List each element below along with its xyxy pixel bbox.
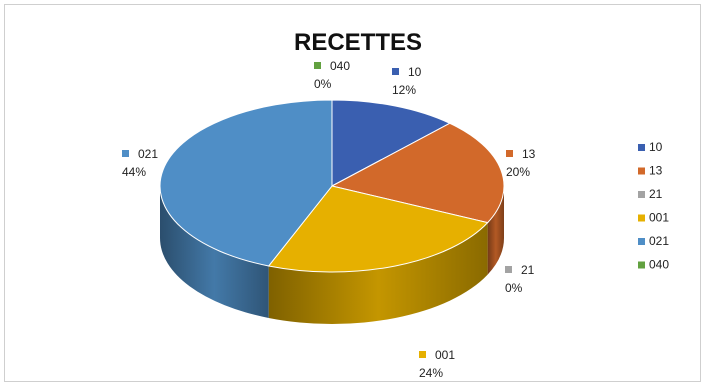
legend-swatch-040 [638,261,645,269]
pie-sides [160,186,504,325]
legend-item-13: 13 [638,164,663,178]
legend-item-021: 021 [638,234,669,248]
legend-swatch-21 [638,191,645,198]
data-label-marker-001 [419,351,426,358]
legend-swatch-021 [638,238,645,245]
data-label-category-040: 040 [330,59,350,73]
data-label-percent-10: 12% [392,83,416,97]
legend-item-21: 21 [638,187,663,201]
legend-label-10: 10 [649,140,663,154]
data-label-category-13: 13 [522,147,536,161]
data-label-percent-001: 24% [419,366,443,380]
data-label-marker-040 [314,62,321,69]
legend-swatch-10 [638,144,645,151]
legend: 10 13 21 001 021 040 [638,140,669,272]
data-label-percent-21: 0% [505,281,523,295]
legend-label-040: 040 [649,258,669,272]
legend-item-10: 10 [638,140,663,154]
data-label-21: 210% [505,263,535,295]
legend-label-21: 21 [649,187,663,201]
legend-swatch-001 [638,214,645,222]
pie-slice-10 [331,99,451,187]
legend-label-13: 13 [649,164,663,178]
data-label-marker-021 [122,150,129,157]
data-label-category-001: 001 [435,348,455,362]
data-label-marker-13 [506,150,513,157]
legend-swatch-13 [638,167,645,175]
data-label-category-021: 021 [138,147,158,161]
pie-slice-021 [159,99,333,267]
data-label-category-10: 10 [408,65,422,79]
legend-label-021: 021 [649,234,669,248]
legend-item-001: 001 [638,211,669,225]
data-label-marker-21 [505,266,512,273]
chart-title: RECETTES [294,29,422,56]
pie-side-13 [487,186,504,275]
data-label-percent-13: 20% [506,165,530,179]
data-label-category-21: 21 [521,263,535,277]
pie-side-021 [160,186,269,318]
pie-slice-001 [267,185,489,273]
data-label-percent-040: 0% [314,77,332,91]
legend-item-040: 040 [638,258,669,272]
chart-frame [4,4,701,382]
data-label-marker-10 [392,68,399,75]
pie-tops [159,99,505,273]
data-label-percent-021: 44% [122,165,146,179]
pie-side-001 [268,222,488,325]
legend-label-001: 001 [649,211,669,225]
pie-slice-13 [330,122,505,224]
